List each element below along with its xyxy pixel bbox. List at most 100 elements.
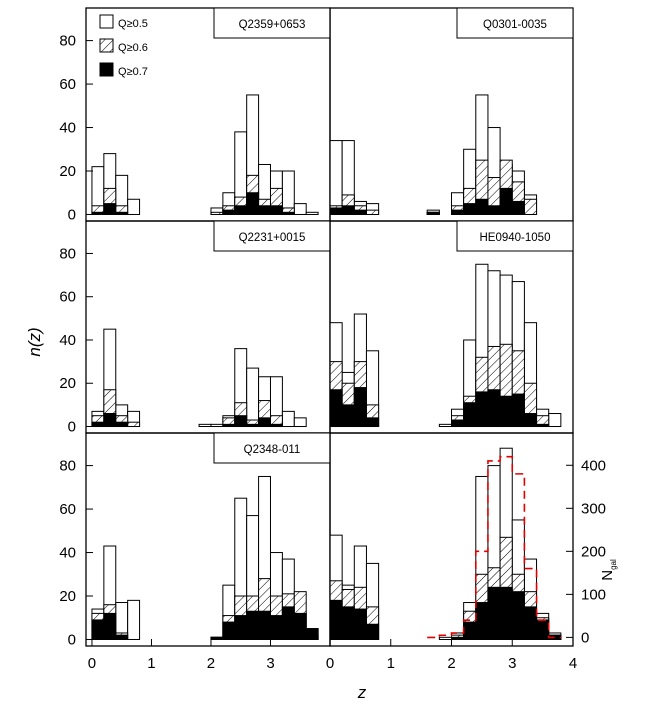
bar-q06 (127, 421, 141, 428)
bar-q07 (451, 636, 465, 640)
total-ngal-line (427, 455, 561, 639)
bar-q07 (222, 621, 236, 640)
bar-q07 (103, 203, 117, 215)
svg-text:Ngal: Ngal (599, 559, 618, 581)
bar-q07 (511, 591, 525, 640)
bar-q05 (127, 198, 141, 215)
bar-q07 (269, 615, 283, 640)
field-label: HE0940-1050 (480, 232, 551, 244)
bar-q05 (293, 417, 307, 428)
bar-q07 (426, 211, 440, 215)
bar-q05 (305, 211, 319, 215)
bar-q07 (246, 192, 260, 215)
panel-frame (85, 220, 331, 434)
panel-middle-right: HE0940-1050 (329, 220, 574, 434)
y-tick-label: 0 (68, 631, 76, 648)
field-label: Q2348-011 (244, 444, 301, 456)
bar-q05 (438, 636, 453, 640)
field-label: Q2359+0653 (239, 19, 306, 31)
bar-q07 (115, 634, 129, 640)
bar-q07 (353, 209, 367, 215)
bar-q07 (353, 387, 367, 428)
legend-swatch-open (99, 14, 114, 29)
bar-q07 (511, 393, 525, 428)
field-label: Q2231+0015 (239, 232, 306, 244)
bar-q07 (234, 415, 248, 428)
bar-q07 (523, 413, 538, 428)
bar-q07 (210, 636, 224, 640)
bar-q05 (548, 413, 562, 428)
bar-q07 (475, 602, 489, 640)
y-tick-label: 0 (68, 206, 76, 223)
bar-q07 (91, 619, 105, 640)
bar-q07 (536, 423, 550, 428)
x-tick-label: 0 (88, 655, 96, 672)
field-label-box (213, 432, 331, 464)
bar-q07 (258, 610, 271, 640)
panel-middle-left: 0 20 40 60 80 Q2231+0015 (59, 220, 331, 436)
bar-q07 (499, 395, 513, 428)
bar-q07 (293, 612, 307, 640)
bar-q07 (499, 187, 513, 215)
bar-q07 (475, 198, 489, 215)
y-tick-label: 60 (59, 501, 76, 518)
right-y-tick-label: 300 (581, 500, 606, 517)
x-tick-label: 3 (508, 655, 516, 672)
y-tick-label: 80 (59, 245, 76, 262)
bar-q07 (487, 389, 501, 428)
bar-q07 (115, 211, 129, 215)
legend-label: Q≥0.7 (118, 66, 148, 78)
bar-q07 (234, 615, 248, 640)
bar-q07 (523, 606, 538, 640)
bar-q07 (329, 599, 343, 640)
bar-q07 (281, 606, 295, 640)
bar-q05 (438, 423, 453, 428)
legend-label: Q≥0.6 (118, 42, 148, 54)
y-tick-label: 40 (59, 332, 76, 349)
bar-q07 (305, 628, 319, 640)
bar-q07 (91, 421, 105, 428)
bar-q07 (269, 205, 283, 215)
bar-q07 (234, 205, 248, 215)
panel-bottom-left: 0 20 40 60 80 0 1 2 3 Q2348-011 (59, 432, 331, 672)
field-label-box (213, 220, 331, 252)
bar-q05 (198, 423, 212, 428)
bar-q07 (222, 423, 236, 428)
y-tick-label: 80 (59, 33, 76, 50)
bar-q07 (511, 200, 525, 215)
bar-q07 (365, 417, 380, 428)
bar-q07 (475, 391, 489, 428)
y-tick-label: 20 (59, 375, 76, 392)
bar-q07 (103, 413, 117, 428)
panel-top-left: 0 20 40 60 80 Q2359+0653 (59, 7, 331, 223)
bar-q07 (115, 421, 129, 428)
bar-q07 (499, 586, 513, 640)
bar-q07 (222, 209, 236, 215)
y-tick-label: 20 (59, 163, 76, 180)
bar-q07 (269, 423, 283, 428)
y-tick-label: 60 (59, 76, 76, 93)
bar-q07 (487, 586, 501, 640)
bar-q06 (523, 198, 538, 215)
right-axis-label-sub: gal (609, 559, 618, 570)
bar-q07 (258, 417, 271, 428)
bar-q05 (127, 599, 141, 640)
bar-q05 (329, 140, 343, 215)
bar-q07 (463, 621, 477, 640)
right-y-tick-label: 200 (581, 543, 606, 560)
bar-q07 (451, 209, 465, 215)
bar-q07 (281, 211, 295, 215)
bar-q07 (536, 619, 550, 640)
y-tick-label: 40 (59, 120, 76, 137)
panel-bottom-right: 0 100 200 300 400 0 1 2 3 4 (326, 432, 606, 672)
bar-q07 (258, 205, 271, 215)
bar-q07 (246, 423, 260, 428)
bar-q07 (329, 389, 343, 428)
bar-q07 (103, 612, 117, 640)
x-tick-label: 1 (147, 655, 155, 672)
panel-frame (329, 7, 574, 222)
bar-q07 (341, 404, 355, 428)
bar-q05 (281, 410, 295, 428)
y-tick-label: 0 (68, 419, 76, 436)
